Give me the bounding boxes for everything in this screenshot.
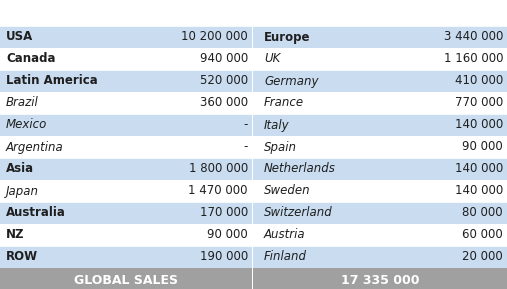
Text: 140 000: 140 000 [455,162,503,175]
Bar [0,114,252,136]
Bar [0,48,252,70]
Text: Canada: Canada [6,53,55,66]
Text: France: France [264,97,304,110]
Bar [253,202,507,224]
Text: NZ: NZ [6,229,24,242]
Text: -: - [244,118,248,131]
Bar [0,180,252,202]
Text: 520 000: 520 000 [200,75,248,88]
Bar [253,224,507,246]
Text: 170 000: 170 000 [200,207,248,220]
Text: Europe: Europe [264,31,310,44]
Text: Japan: Japan [6,184,39,197]
Text: 770 000: 770 000 [455,97,503,110]
Text: Australia: Australia [6,207,66,220]
Bar [253,246,507,268]
Bar [253,114,507,136]
Text: 10 200 000: 10 200 000 [181,31,248,44]
Text: Austria: Austria [264,229,306,242]
Text: Argentina: Argentina [6,140,64,153]
Text: 360 000: 360 000 [200,97,248,110]
Text: Netherlands: Netherlands [264,162,336,175]
Text: 140 000: 140 000 [455,184,503,197]
Text: 80 000: 80 000 [462,207,503,220]
Bar [0,268,252,289]
Text: 140 000: 140 000 [455,118,503,131]
Text: USA: USA [6,31,33,44]
Text: 940 000: 940 000 [200,53,248,66]
Bar [253,268,507,289]
Text: Latin America: Latin America [6,75,98,88]
Text: 1 800 000: 1 800 000 [189,162,248,175]
Bar [0,70,252,92]
Bar [253,26,507,48]
Text: Asia: Asia [6,162,34,175]
Text: Sweden: Sweden [264,184,311,197]
Text: 1 470 000: 1 470 000 [189,184,248,197]
Text: Italy: Italy [264,118,289,131]
Text: Brazil: Brazil [6,97,39,110]
Bar [0,136,252,158]
Text: 90 000: 90 000 [462,140,503,153]
Bar [253,180,507,202]
Bar [253,70,507,92]
Bar [253,48,507,70]
Bar [0,158,252,180]
Text: ROW: ROW [6,251,38,264]
Bar [0,202,252,224]
Text: 20 000: 20 000 [462,251,503,264]
Bar [0,92,252,114]
Text: Switzerland: Switzerland [264,207,333,220]
Bar [253,158,507,180]
Text: 3 440 000: 3 440 000 [444,31,503,44]
Bar [0,224,252,246]
Text: Mexico: Mexico [6,118,47,131]
Text: Germany: Germany [264,75,318,88]
Text: 90 000: 90 000 [207,229,248,242]
Text: 190 000: 190 000 [200,251,248,264]
Bar [0,26,252,48]
Text: 17 335 000: 17 335 000 [341,273,419,286]
Text: 410 000: 410 000 [455,75,503,88]
Text: 1 160 000: 1 160 000 [444,53,503,66]
Text: GLOBAL SALES: GLOBAL SALES [74,273,178,286]
Text: UK: UK [264,53,280,66]
Text: -: - [244,140,248,153]
Bar [253,136,507,158]
Text: 60 000: 60 000 [462,229,503,242]
Bar [253,92,507,114]
Bar [0,246,252,268]
Text: Spain: Spain [264,140,297,153]
Text: Finland: Finland [264,251,307,264]
